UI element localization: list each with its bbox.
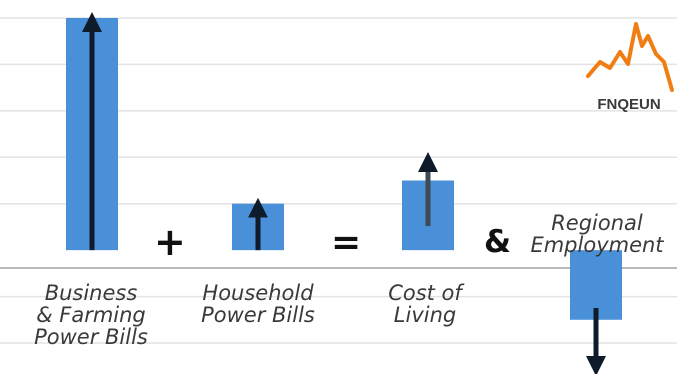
- pulse-line-icon: [586, 22, 674, 92]
- ampersand-operator: &: [484, 224, 512, 260]
- category-label: Household Power Bills: [201, 281, 315, 327]
- category-label: Business & Farming Power Bills: [34, 281, 148, 349]
- bars: [66, 18, 622, 320]
- arrows: [82, 12, 606, 374]
- fnqeun-logo: FNQEUN: [586, 18, 676, 124]
- category-label: Cost of Living: [388, 281, 462, 327]
- logo-text: FNQEUN: [597, 96, 661, 113]
- plus-operator: +: [154, 220, 186, 264]
- equals-operator: =: [331, 222, 362, 263]
- category-label: Regional Employment: [530, 211, 664, 257]
